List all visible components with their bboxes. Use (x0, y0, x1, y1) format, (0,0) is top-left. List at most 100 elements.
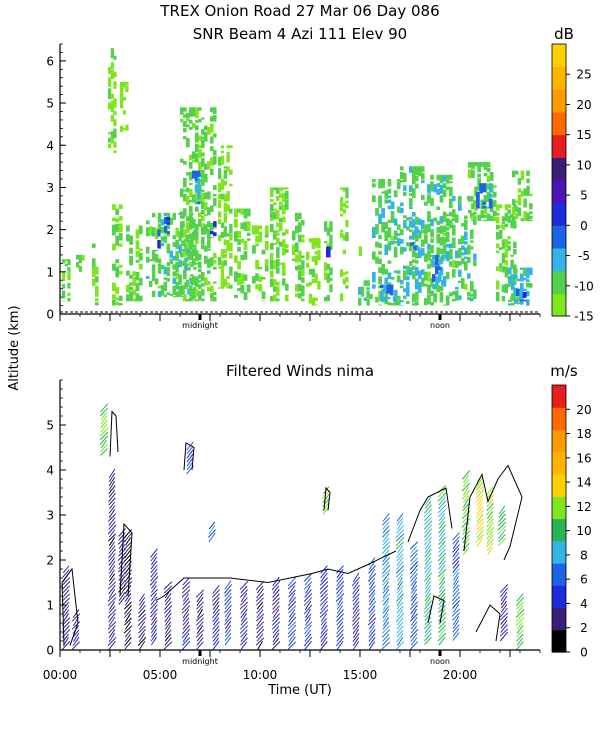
snr-echo-cell (492, 185, 497, 188)
wind-barb (123, 581, 133, 590)
snr-echo-cell (508, 283, 512, 287)
snr-echo-cell (282, 278, 286, 286)
y-tick-label: 3 (46, 509, 54, 523)
wind-barb (395, 640, 405, 651)
wind-barb (139, 593, 145, 602)
snr-echo-cell (229, 223, 233, 234)
snr-echo-cell (193, 244, 197, 248)
wind-barb (287, 596, 297, 607)
wind-contour-line (463, 464, 523, 561)
snr-echo-cell (412, 219, 416, 229)
snr-echo-cell (345, 187, 349, 199)
wind-barb (255, 628, 265, 639)
snr-echo-cell (455, 250, 459, 259)
snr-echo-cell (198, 218, 202, 227)
snr-echo-cell (157, 223, 162, 233)
snr-echo-cell (276, 267, 280, 274)
snr-echo-cell (186, 234, 190, 240)
wind-barb (196, 637, 204, 646)
wind-barb (410, 568, 418, 579)
wind-barb (108, 492, 116, 503)
snr-echo-cell (342, 187, 346, 192)
snr-echo-cell (261, 277, 266, 280)
snr-echo-cell (383, 296, 387, 302)
wind-profile-column (107, 468, 117, 651)
snr-echo-cell (455, 290, 459, 301)
snr-echo-cell (279, 223, 283, 232)
snr-echo-cell (326, 264, 330, 270)
wind-barb (71, 641, 81, 650)
snr-echo-cell (326, 295, 330, 302)
wind-barb (438, 516, 446, 526)
wind-contour-line (155, 550, 397, 601)
wind-barb (182, 632, 190, 643)
wind-barb (438, 612, 446, 622)
snr-echo-block (380, 284, 397, 302)
snr-echo-cell (189, 183, 193, 186)
snr-echo-cell (329, 244, 333, 251)
wind-barb (305, 608, 311, 619)
wind-barb (319, 604, 329, 615)
snr-echo-cell (122, 110, 126, 115)
wind-barb (62, 613, 70, 622)
wind-barb (164, 617, 172, 626)
snr-echo-cell (120, 87, 124, 99)
snr-echo-cell (276, 291, 280, 296)
wind-profile-column (71, 609, 81, 650)
wind-barb (498, 505, 506, 515)
wind-barb (409, 557, 419, 566)
snr-echo-cell (510, 219, 514, 229)
snr-echo-cell (210, 230, 214, 235)
y-tick-label: 4 (46, 139, 54, 153)
snr-echo-cell (479, 183, 483, 194)
wind-barb (107, 596, 117, 607)
snr-echo-cell (295, 284, 299, 292)
wind-barb (424, 540, 432, 550)
wind-barb (368, 560, 376, 571)
snr-echo-cell (189, 297, 193, 302)
wind-barb (438, 636, 446, 646)
snr-echo-cell (507, 241, 511, 245)
wind-barb (336, 605, 344, 614)
snr-echo-cell (504, 212, 509, 222)
snr-echo-cell (189, 120, 193, 124)
snr-echo-cell (195, 289, 199, 297)
wind-barb (186, 445, 194, 455)
wind-barb (99, 435, 109, 445)
snr-echo-cell (412, 212, 416, 217)
snr-echo-cell (189, 107, 193, 117)
snr-echo-cell (436, 247, 441, 259)
snr-echo-cell (492, 216, 497, 222)
snr-echo-cell (470, 229, 474, 240)
snr-echo-cell (183, 121, 187, 127)
wind-barb (196, 601, 204, 610)
snr-echo-cell (390, 211, 395, 216)
snr-echo-cell (324, 241, 328, 244)
wind-barb (118, 596, 126, 605)
wind-barb (181, 600, 191, 611)
colorbar-swatch (552, 585, 566, 609)
snr-echo-cell (378, 179, 382, 189)
snr-echo-cell (483, 215, 488, 218)
colorbar-tick-label: 25 (576, 68, 591, 82)
snr-echo-cell (473, 289, 477, 299)
snr-echo-cell (501, 221, 506, 225)
wind-barb (410, 641, 418, 650)
snr-echo-cell (126, 270, 130, 276)
wind-barb (423, 560, 433, 570)
snr-echo-cell (180, 221, 184, 231)
snr-echo-cell (135, 293, 140, 302)
snr-echo-cell (498, 225, 503, 228)
snr-echo-block (192, 170, 201, 205)
wind-barb (150, 616, 158, 626)
wind-barb (423, 604, 433, 614)
wind-barb (452, 552, 460, 561)
snr-echo-cell (264, 241, 269, 251)
snr-echo-cell (276, 210, 280, 220)
snr-echo-cell (427, 223, 431, 233)
snr-echo-cell (190, 295, 194, 298)
wind-barb (108, 612, 116, 623)
wind-barb (212, 597, 220, 606)
snr-echo-cell (477, 178, 481, 186)
